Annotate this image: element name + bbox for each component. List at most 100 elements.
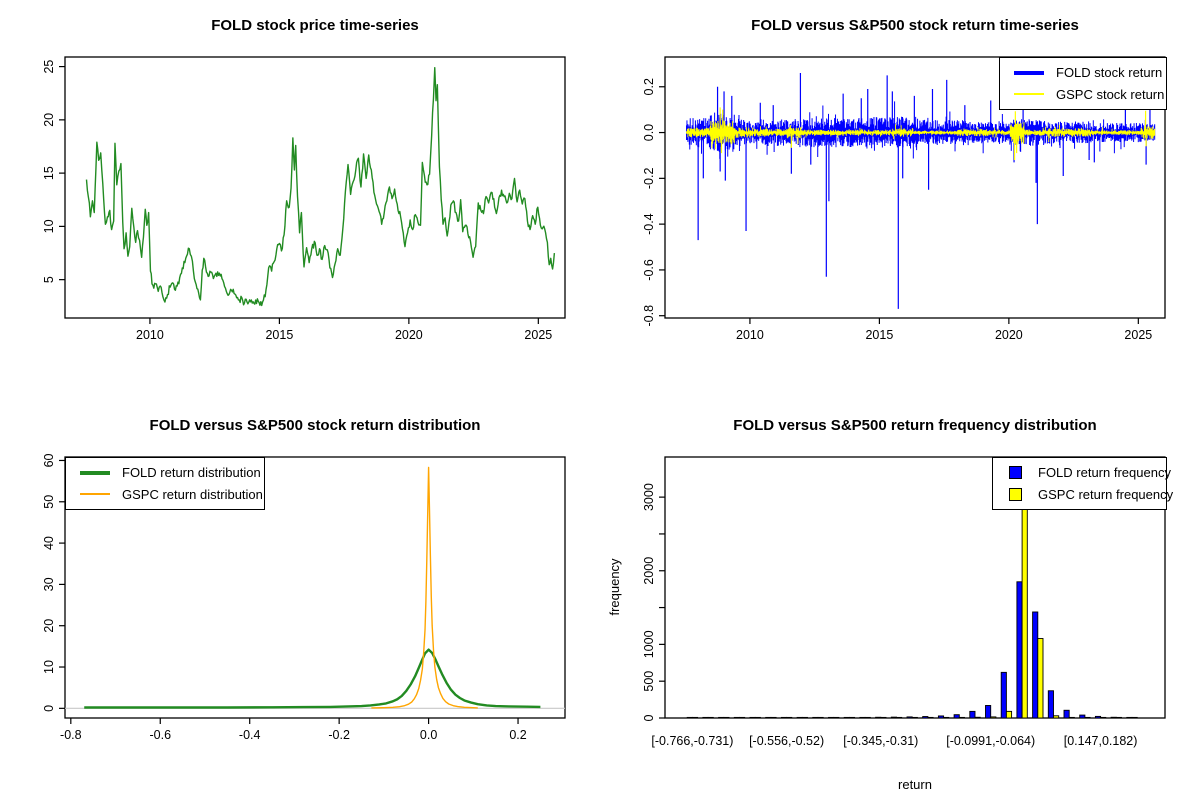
fold-frequency-bar [1094, 715, 1102, 719]
fold-frequency-bar [875, 716, 882, 719]
fold-frequency-bar [985, 705, 992, 719]
bin-tick-label: [-0.766,-0.731) [651, 734, 733, 748]
x-tick-label: 2020 [995, 328, 1023, 342]
y-tick-label: 0 [642, 714, 656, 721]
frequency-y-axis-label: frequency [607, 558, 622, 616]
gspc-frequency-bar [958, 716, 965, 719]
gspc-frequency-bar [974, 716, 981, 719]
fold-return-spikes [697, 73, 1151, 309]
y-tick-label: -0.2 [642, 168, 656, 190]
fold-density-curve [84, 648, 541, 709]
y-tick-label: 1000 [642, 630, 656, 658]
y-tick-label: 3000 [642, 483, 656, 511]
y-tick-label: 20 [42, 619, 56, 633]
gspc-frequency-bar [943, 716, 950, 719]
frequency-legend: FOLD return frequency GSPC return freque… [992, 457, 1173, 510]
fold-price-series-line [85, 66, 556, 307]
gspc-frequency-bar [1037, 638, 1044, 719]
frequency-plot-canvas: 0 500 1000 2000 3000 [-0.766,-0.731) [-0.556,-… [642, 456, 1166, 748]
gspc-frequency-square-swatch [1009, 487, 1022, 501]
legend-label: GSPC stock return [1056, 86, 1165, 102]
panel-frequency-chart: FOLD versus S&P500 return frequency dist… [600, 400, 1200, 800]
gspc-frequency-bar [1084, 716, 1091, 719]
fold-frequency-bar [1032, 611, 1039, 719]
y-tick-label: 500 [642, 671, 656, 692]
gspc-return-spikes [719, 107, 1147, 161]
gspc-frequency-bar [1021, 500, 1028, 719]
returns-chart-title: FOLD versus S&P500 stock return time-ser… [751, 17, 1079, 34]
fold-frequency-bar [1126, 716, 1133, 719]
gspc-frequency-bar [848, 716, 856, 719]
gspc-frequency-bar [817, 716, 824, 719]
fold-frequency-bar [906, 716, 913, 719]
bin-tick-label: [-0.556,-0.52) [749, 734, 824, 748]
gspc-frequency-bar [691, 716, 699, 719]
gspc-frequency-bar [1005, 710, 1013, 719]
fold-frequency-bar [733, 716, 740, 719]
y-tick-label: 0.2 [642, 78, 656, 95]
x-tick-label: -0.2 [328, 728, 350, 742]
y-tick-label: 0.0 [642, 124, 656, 141]
fold-frequency-bar [1063, 709, 1070, 719]
x-tick-label: 2010 [136, 328, 164, 342]
fold-frequency-bar [812, 716, 819, 719]
x-tick-label: 2015 [265, 328, 293, 342]
fold-frequency-bar [859, 716, 866, 719]
gspc-frequency-bar [1068, 716, 1075, 719]
fold-frequency-bar [1000, 671, 1007, 719]
fold-frequency-bar [702, 716, 709, 719]
x-tick-label: 2025 [1124, 328, 1152, 342]
fold-frequency-bar [765, 716, 772, 719]
density-chart-title: FOLD versus S&P500 stock return distribu… [149, 417, 481, 434]
gspc-frequency-bar [786, 716, 793, 719]
legend-label: FOLD return frequency [1038, 465, 1171, 481]
gspc-frequency-bar [707, 716, 714, 719]
fold-frequency-bar [796, 716, 803, 719]
fold-frequency-bar [1110, 716, 1117, 719]
y-tick-label: 5 [42, 276, 56, 283]
legend-item-fold-density: FOLD return distribution [74, 462, 261, 484]
y-tick-label: 30 [42, 577, 56, 591]
legend-item-fold-return: FOLD stock return [1008, 62, 1162, 84]
gspc-frequency-bar [896, 716, 903, 719]
x-tick-label: 2015 [865, 328, 893, 342]
fold-frequency-bar [828, 716, 835, 719]
fold-frequency-bar [937, 715, 945, 719]
fold-frequency-bar [718, 716, 725, 719]
density-plot-canvas: 0 10 20 30 40 50 60 -0.8 -0.6 -0.4 -0.2 0.0 0.2 [42, 453, 566, 742]
y-tick-label: -0.4 [642, 213, 656, 235]
y-tick-label: 10 [42, 219, 56, 233]
frequency-x-axis-label: return [898, 777, 932, 792]
fold-frequency-bar [780, 716, 788, 719]
y-tick-label: 40 [42, 536, 56, 550]
fold-density-line-swatch [80, 470, 110, 475]
y-tick-label: 20 [42, 113, 56, 127]
legend-label: GSPC return distribution [122, 486, 263, 502]
legend-label: GSPC return frequency [1038, 486, 1174, 502]
bin-tick-label: [0.147,0.182) [1064, 734, 1138, 748]
returns-legend: FOLD stock return GSPC stock return [999, 57, 1167, 110]
x-tick-label: -0.8 [60, 728, 82, 742]
gspc-frequency-bar [911, 716, 918, 719]
gspc-frequency-bar [770, 716, 777, 719]
panel-price-chart: FOLD stock price time-series 5 10 15 20 25 20… [0, 0, 600, 400]
x-tick-label: 2010 [736, 328, 764, 342]
fold-frequency-bar [890, 716, 897, 719]
legend-item-gspc-frequency: GSPC return frequency [1001, 484, 1173, 506]
bin-tick-label: [-0.345,-0.31) [843, 734, 918, 748]
x-tick-label: -0.4 [239, 728, 261, 742]
gspc-frequency-bar [864, 716, 871, 719]
x-tick-label: 2020 [395, 328, 423, 342]
gspc-return-line-swatch [1014, 93, 1044, 96]
bin-tick-label: [-0.0991,-0.064) [946, 734, 1035, 748]
y-tick-label: -0.6 [642, 259, 656, 281]
gspc-density-curve [371, 466, 478, 709]
gspc-frequency-bar [723, 716, 730, 719]
fold-return-line-swatch [1014, 70, 1044, 75]
y-tick-label: 60 [42, 453, 56, 467]
density-legend: FOLD return distribution GSPC return dis… [65, 457, 265, 510]
gspc-frequency-bar [833, 716, 840, 719]
fold-frequency-bar [686, 716, 693, 719]
gspc-return-noise-band [686, 120, 1156, 150]
